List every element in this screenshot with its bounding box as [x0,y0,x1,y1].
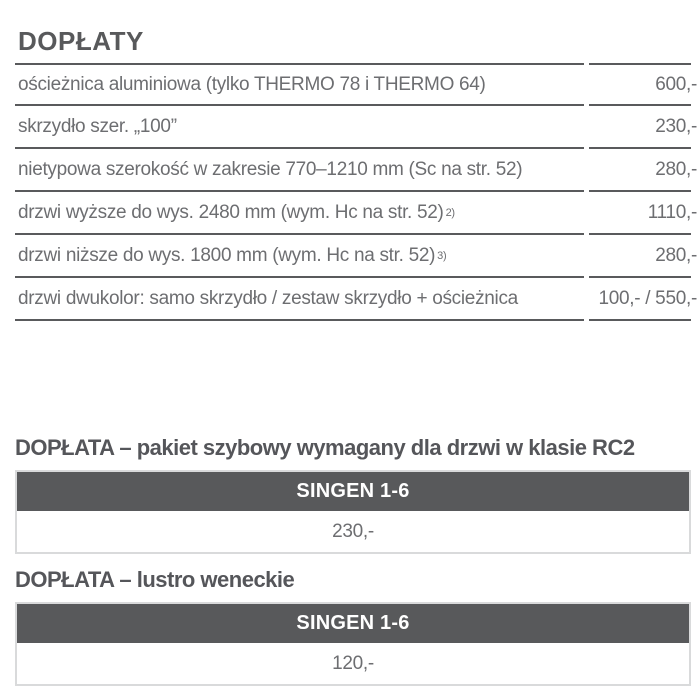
row-price: 600,- [589,63,697,106]
row-price: 280,- [589,149,697,192]
price-value: 280,- [655,158,697,180]
row-description: skrzydło szer. „100” [15,106,584,149]
doplata-rc2-table: SINGEN 1-6 230,- [15,470,691,554]
doplaty-title: DOPŁATY [18,26,144,56]
table-row: skrzydło szer. „100” 230,- [15,106,697,149]
row-description: ościeżnica aluminiowa (tylko THERMO 78 i… [15,63,584,106]
row-label: skrzydło szer. „100” [18,115,177,137]
row-description: drzwi dwukolor: samo skrzydło / zestaw s… [15,278,584,321]
row-description: drzwi wyższe do wys. 2480 mm (wym. Hc na… [15,192,584,235]
price-value: 230,- [332,520,374,542]
doplata-rc2-title: DOPŁATA – pakiet szybowy wymagany dla dr… [15,435,635,460]
doplata-rc2-section: DOPŁATA – pakiet szybowy wymagany dla dr… [15,435,691,554]
column-header: SINGEN 1-6 [17,604,689,643]
price-value: 230,- [655,115,697,137]
table-row: drzwi dwukolor: samo skrzydło / zestaw s… [15,278,697,321]
column-header: SINGEN 1-6 [17,472,689,511]
price-value: 100,- / 550,- [598,287,697,309]
row-description: drzwi niższe do wys. 1800 mm (wym. Hc na… [15,235,584,278]
row-label: drzwi niższe do wys. 1800 mm (wym. Hc na… [18,244,436,266]
row-label: nietypowa szerokość w zakresie 770–1210 … [18,158,523,180]
table-row: drzwi wyższe do wys. 2480 mm (wym. Hc na… [15,192,697,235]
doplata-lustro-title: DOPŁATA – lustro weneckie [15,567,295,592]
doplata-lustro-table: SINGEN 1-6 120,- [15,602,691,686]
table-row: drzwi niższe do wys. 1800 mm (wym. Hc na… [15,235,697,278]
price-value: 1110,- [647,201,698,223]
row-description: nietypowa szerokość w zakresie 770–1210 … [15,149,584,192]
doplaty-table: ościeżnica aluminiowa (tylko THERMO 78 i… [15,63,697,321]
doplata-lustro-section: DOPŁATA – lustro weneckie SINGEN 1-6 120… [15,567,691,686]
row-label: ościeżnica aluminiowa (tylko THERMO 78 i… [18,73,486,95]
row-price: 230,- [589,106,697,149]
price-value: 600,- [655,73,697,95]
row-price: 1110,- [589,192,697,235]
row-price: 100,- / 550,- [589,278,697,321]
row-price: 280,- [589,235,697,278]
row-label: drzwi wyższe do wys. 2480 mm (wym. Hc na… [18,201,444,223]
price-value: 120,- [332,652,374,674]
table-row: ościeżnica aluminiowa (tylko THERMO 78 i… [15,63,697,106]
row-label: drzwi dwukolor: samo skrzydło / zestaw s… [18,287,518,309]
table-row: nietypowa szerokość w zakresie 770–1210 … [15,149,697,192]
price-value: 280,- [655,244,697,266]
